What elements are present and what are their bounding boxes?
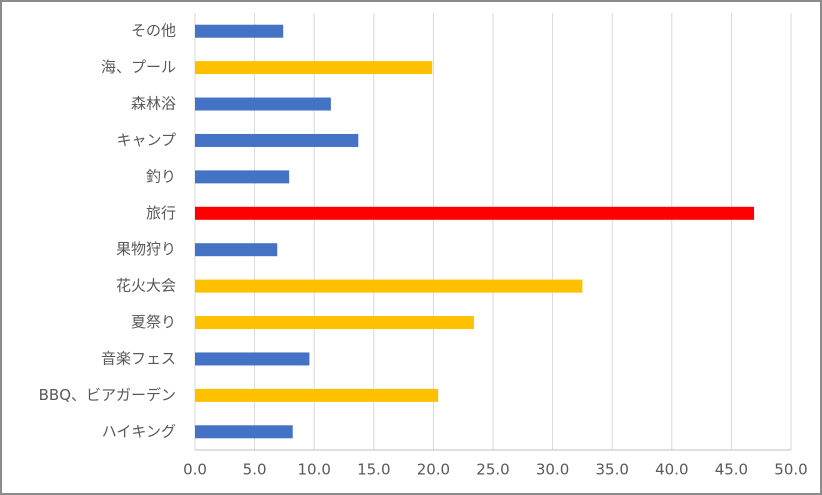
bar	[195, 133, 359, 147]
bar	[195, 97, 331, 111]
x-tick-label: 15.0	[357, 461, 390, 479]
x-tick-label: 45.0	[715, 461, 748, 479]
x-tick-label: 35.0	[595, 461, 628, 479]
y-tick-label: ハイキング	[102, 422, 176, 440]
y-tick-label: キャンプ	[116, 131, 176, 149]
y-tick-label: 夏祭り	[131, 313, 176, 331]
y-tick-label: BBQ、ビアガーデン	[39, 386, 176, 404]
x-tick-label: 5.0	[243, 461, 267, 479]
y-tick-label: 海、プール	[101, 58, 176, 76]
bar	[195, 279, 583, 293]
y-tick-label: 果物狩り	[116, 240, 176, 258]
x-tick-label: 40.0	[655, 461, 688, 479]
bar	[195, 316, 474, 330]
bar	[195, 388, 439, 402]
bar	[195, 61, 433, 75]
bar	[195, 243, 278, 257]
y-tick-label: 釣り	[146, 167, 176, 185]
bar	[195, 170, 290, 184]
bar	[195, 352, 310, 366]
x-tick-label: 30.0	[536, 461, 569, 479]
bar	[195, 24, 284, 38]
bar	[195, 206, 755, 220]
y-tick-label: 花火大会	[116, 277, 176, 295]
x-tick-label: 50.0	[774, 461, 807, 479]
y-tick-label: 旅行	[146, 204, 176, 222]
x-tick-label: 0.0	[183, 461, 207, 479]
x-tick-label: 20.0	[417, 461, 450, 479]
bar	[195, 425, 293, 439]
y-tick-label: 音楽フェス	[101, 349, 176, 367]
y-tick-label: 森林浴	[131, 95, 176, 113]
x-tick-label: 25.0	[476, 461, 509, 479]
y-tick-label: その他	[131, 22, 176, 40]
x-tick-label: 10.0	[297, 461, 330, 479]
